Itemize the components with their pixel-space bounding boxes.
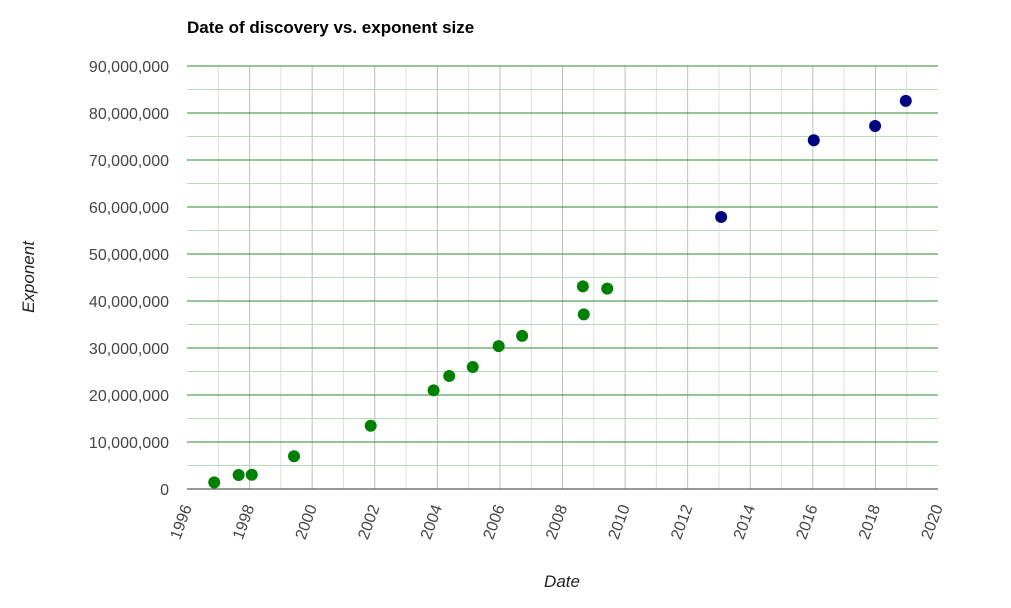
data-point bbox=[516, 329, 529, 342]
data-point bbox=[245, 468, 258, 481]
data-points bbox=[208, 94, 912, 489]
x-tick-label: 2006 bbox=[481, 502, 509, 541]
data-point bbox=[427, 384, 440, 397]
grid-lines bbox=[187, 65, 938, 489]
x-axis-title: Date bbox=[544, 572, 580, 591]
data-point bbox=[364, 419, 377, 432]
chart-title: Date of discovery vs. exponent size bbox=[187, 18, 475, 37]
tick-labels: 0 10,000,000 20,000,000 30,000,000 40,000,00… bbox=[89, 59, 947, 542]
y-tick-label: 50,000,000 bbox=[89, 247, 169, 264]
data-point bbox=[443, 370, 456, 383]
x-tick-label: 2004 bbox=[418, 502, 446, 541]
y-tick-label: 70,000,000 bbox=[89, 153, 169, 170]
x-tick-label: 1998 bbox=[230, 502, 258, 541]
data-point bbox=[899, 94, 912, 107]
x-tick-label: 2000 bbox=[293, 502, 321, 541]
x-tick-label: 2014 bbox=[731, 502, 759, 541]
data-point bbox=[466, 360, 479, 373]
x-tick-label: 2018 bbox=[856, 502, 884, 541]
x-tick-label: 2016 bbox=[793, 502, 821, 541]
x-tick-label: 2010 bbox=[606, 502, 634, 541]
data-point bbox=[288, 450, 301, 463]
y-tick-label: 20,000,000 bbox=[89, 388, 169, 405]
x-tick-label: 2020 bbox=[919, 502, 947, 541]
y-tick-label: 30,000,000 bbox=[89, 341, 169, 358]
data-point bbox=[577, 308, 590, 321]
y-tick-label: 40,000,000 bbox=[89, 294, 169, 311]
y-tick-label: 10,000,000 bbox=[89, 435, 169, 452]
data-point bbox=[492, 340, 505, 353]
data-point bbox=[208, 476, 221, 489]
y-tick-label: 60,000,000 bbox=[89, 200, 169, 217]
data-point bbox=[232, 469, 245, 482]
x-tick-label: 1996 bbox=[168, 502, 196, 541]
x-tick-label: 2002 bbox=[355, 502, 383, 541]
x-tick-label: 2012 bbox=[668, 502, 696, 541]
data-point bbox=[807, 134, 820, 147]
data-point bbox=[715, 210, 728, 223]
data-point bbox=[576, 280, 589, 293]
y-tick-label: 0 bbox=[160, 482, 169, 499]
data-point bbox=[869, 120, 882, 133]
y-tick-label: 90,000,000 bbox=[89, 59, 169, 76]
x-tick-label: 2008 bbox=[543, 502, 571, 541]
y-tick-label: 80,000,000 bbox=[89, 106, 169, 123]
data-point bbox=[601, 282, 614, 295]
